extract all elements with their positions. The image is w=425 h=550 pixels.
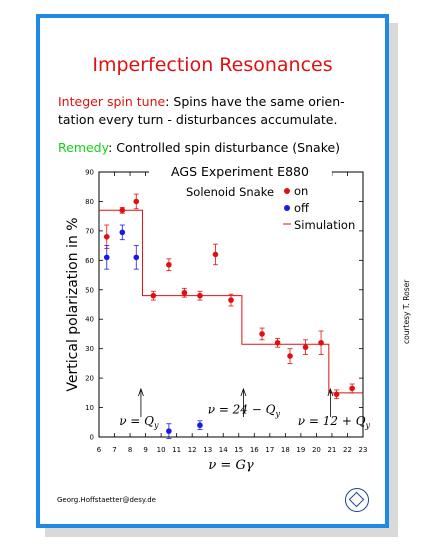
resonance-arrowhead <box>240 387 247 397</box>
x-tick-label: 16 <box>250 446 259 454</box>
legend-marker-on <box>284 188 290 194</box>
x-tick-label: 6 <box>97 446 102 454</box>
x-tick-label: 18 <box>281 446 290 454</box>
remedy-line: Remedy: Controlled spin disturbance (Sna… <box>58 140 340 155</box>
slide-frame <box>36 14 389 528</box>
data-point-off <box>197 422 203 429</box>
resonance-arrowhead <box>327 387 334 397</box>
data-point-on <box>166 261 172 268</box>
legend-marker-off <box>284 205 290 211</box>
resonance-label-subscript: y <box>365 421 371 430</box>
data-point-on <box>259 331 265 337</box>
x-tick-label: 17 <box>265 446 274 454</box>
footer-email: Georg.Hoffstaetter@desy.de <box>57 496 156 504</box>
y-tick-label: 50 <box>85 286 94 294</box>
x-tick-label: 19 <box>296 446 305 454</box>
x-tick-label: 10 <box>157 446 166 454</box>
x-tick-label: 11 <box>172 446 181 454</box>
x-tick-label: 22 <box>343 446 352 454</box>
x-tick-label: 12 <box>188 446 197 454</box>
y-tick-label: 20 <box>85 375 94 383</box>
data-point-on <box>103 233 110 240</box>
x-tick-label: 21 <box>327 446 336 454</box>
x-tick-label: 9 <box>143 446 147 454</box>
integer-spin-line-2: tation every turn - disturbances accumul… <box>58 112 338 127</box>
resonance-label-subscript: y <box>153 421 159 430</box>
resonance-label-main: ν = 24 − Q <box>208 402 276 416</box>
x-tick-label: 14 <box>219 446 228 454</box>
x-tick-label: 8 <box>128 446 132 454</box>
resonance-label-main: ν = Q <box>119 414 154 428</box>
resonance-label-main: ν = 12 + Q <box>298 414 366 428</box>
remedy-key: Remedy <box>58 140 109 155</box>
y-tick-label: 60 <box>85 257 94 265</box>
legend-label-off: off <box>294 201 310 215</box>
y-tick-label: 10 <box>85 404 94 412</box>
data-point-on <box>181 289 188 296</box>
data-point-on <box>349 385 355 392</box>
desy-logo <box>345 488 369 512</box>
remedy-text: : Controlled spin disturbance (Snake) <box>108 140 341 155</box>
data-point-off <box>166 428 172 434</box>
x-tick-label: 23 <box>359 446 368 454</box>
resonance-arrowhead <box>138 387 144 397</box>
simulation-line <box>99 209 363 394</box>
data-point-off <box>119 229 126 236</box>
resonance-label-subscript: y <box>274 409 280 418</box>
data-point-on <box>228 297 234 303</box>
slide-title: Imperfection Resonances <box>92 54 333 76</box>
data-point-on <box>133 198 140 205</box>
y-tick-label: 80 <box>85 198 94 206</box>
resonance-label: ν = 12 + Qy <box>298 414 371 430</box>
legend-label-simulation: Simulation <box>294 218 355 232</box>
y-tick-label: 70 <box>85 227 94 235</box>
legend-label-on: on <box>294 184 308 198</box>
integer-spin-line: Integer spin tune: Spins have the same o… <box>58 94 345 109</box>
title-background <box>149 166 332 178</box>
chart-title: AGS Experiment E880 <box>171 164 309 179</box>
data-point-on <box>287 353 293 359</box>
integer-spin-text: : Spins have the same orien- <box>165 94 345 109</box>
x-tick-label: 7 <box>112 446 116 454</box>
x-tick-label: 13 <box>203 446 212 454</box>
y-tick-label: 90 <box>85 169 94 177</box>
x-tick-label: 20 <box>312 446 321 454</box>
y-axis-label: Vertical polarization in % <box>65 217 81 391</box>
x-axis-label: ν = Gγ <box>208 458 253 473</box>
x-tick-label: 15 <box>234 446 243 454</box>
slide: Imperfection Resonances Integer spin tun… <box>36 14 411 528</box>
y-tick-label: 30 <box>85 345 94 353</box>
integer-spin-key: Integer spin tune <box>58 94 166 109</box>
y-tick-label: 40 <box>85 316 94 324</box>
data-point-on <box>212 251 219 258</box>
y-tick-label: 0 <box>90 434 94 442</box>
data-point-off <box>103 254 110 261</box>
legend-title: Solenoid Snake <box>186 185 274 199</box>
data-point-on <box>302 344 309 350</box>
resonance-label: ν = 24 − Qy <box>208 402 281 418</box>
resonance-label: ν = Qy <box>119 414 159 430</box>
data-point-off <box>133 254 140 261</box>
